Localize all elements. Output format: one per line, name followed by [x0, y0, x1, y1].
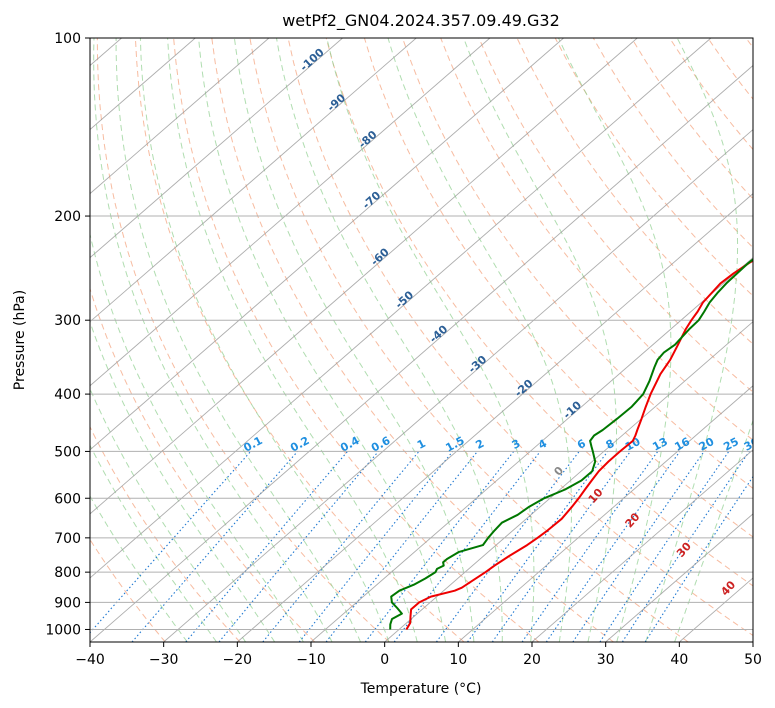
mixing-ratio-line [572, 451, 705, 642]
x-axis-label: Temperature (°C) [360, 681, 482, 697]
isotherm-line [90, 64, 753, 642]
moist-adiabat [558, 38, 672, 642]
mixing-ratio-label: 16 [672, 435, 692, 454]
x-tick-label: −40 [75, 652, 105, 668]
mixing-ratio-line [599, 451, 730, 642]
y-tick-label: 300 [54, 313, 81, 329]
y-tick-label: 600 [54, 491, 81, 507]
y-tick-label: 800 [54, 565, 81, 581]
mixing-ratio-label: 10 [623, 435, 643, 454]
x-tick-label: 0 [380, 652, 389, 668]
moist-adiabat [233, 38, 475, 642]
dry-adiabat [96, 38, 390, 642]
chart-title: wetPf2_GN04.2024.357.09.49.G32 [282, 11, 560, 31]
isotherm-line [90, 38, 491, 387]
mixing-ratio-label: 25 [721, 435, 741, 454]
mixing-ratio-label: 30 [742, 435, 762, 454]
mixing-ratio-line [298, 451, 454, 642]
x-tick-label: 30 [597, 652, 615, 668]
y-tick-label: 1000 [45, 622, 81, 638]
x-tick-label: −10 [296, 652, 326, 668]
temperature-line [405, 259, 753, 631]
dry-adiabat [173, 38, 540, 642]
moist-adiabat [674, 419, 753, 642]
x-tick-label: 20 [523, 652, 541, 668]
dry-adiabat [325, 38, 753, 587]
mixing-ratio-line [467, 451, 609, 642]
isotherm-line [90, 38, 712, 579]
moist-adiabat [167, 38, 418, 642]
mixing-ratio-line [90, 451, 252, 634]
mixing-ratio-line [218, 451, 379, 642]
dry-adiabat [249, 38, 689, 642]
axis-ticks: −40 −30 −20 −10 0 10 20 30 40 50 100 200 300 400 500 60… [45, 31, 762, 668]
moist-adiabat [93, 38, 333, 642]
isotherm-line [163, 128, 753, 642]
dry-adiabat [90, 287, 316, 642]
y-tick-label: 700 [54, 531, 81, 547]
x-tick-label: 50 [744, 652, 762, 668]
y-tick-label: 200 [54, 209, 81, 225]
mixing-ratio-line [491, 451, 631, 642]
grid-lines [90, 38, 753, 642]
dry-adiabat [90, 538, 166, 642]
isotherm-line [310, 257, 753, 642]
dry-adiabat [90, 425, 241, 642]
dry-adiabat [134, 38, 465, 642]
isotherm-line [90, 38, 564, 451]
isotherm-line [605, 513, 753, 642]
isotherm-line [237, 192, 753, 642]
moist-adiabat [139, 38, 390, 642]
isotherm-line [90, 38, 343, 259]
profile-series [389, 258, 753, 631]
mixing-ratio-line [435, 451, 580, 642]
y-tick-label: 500 [54, 444, 81, 460]
y-tick-label: 100 [54, 31, 81, 47]
x-tick-label: −20 [223, 652, 253, 668]
moist-adiabat [90, 495, 188, 642]
mixing-ratio-line [262, 451, 420, 642]
moist-adiabat [276, 38, 503, 642]
plot-frame [89, 37, 754, 643]
isotherm-line [90, 38, 270, 195]
moist-adiabat [463, 38, 617, 642]
moist-adiabat [90, 320, 276, 642]
isotherm-line [90, 38, 638, 515]
dry-adiabat [402, 38, 753, 489]
mixing-ratio-line [521, 451, 659, 642]
dry-adiabat [363, 38, 753, 538]
x-tick-label: 40 [670, 652, 688, 668]
x-tick-label: 10 [449, 652, 467, 668]
mixing-ratio-line [185, 451, 348, 642]
moist-adiabat [198, 38, 447, 642]
dewpoint-line [389, 258, 753, 630]
isotherm-line [458, 385, 753, 642]
moist-adiabat [645, 38, 739, 642]
mixing-ratio-line [545, 451, 681, 642]
y-tick-label: 400 [54, 387, 81, 403]
isotherm-line [90, 38, 417, 323]
y-axis-label: Pressure (hPa) [12, 290, 28, 390]
mixing-ratio-label: 20 [697, 435, 717, 454]
mixing-ratio-line [621, 451, 750, 642]
moist-adiabat [90, 387, 247, 642]
isotherm-line [531, 449, 753, 642]
isotherm-line [384, 321, 753, 642]
dry-adiabat [211, 38, 614, 642]
mixing-ratio-label: 13 [650, 435, 670, 454]
y-tick-label: 900 [54, 595, 81, 611]
moist-adiabat [90, 444, 217, 642]
moist-adiabat [90, 232, 304, 642]
x-tick-label: −30 [149, 652, 179, 668]
